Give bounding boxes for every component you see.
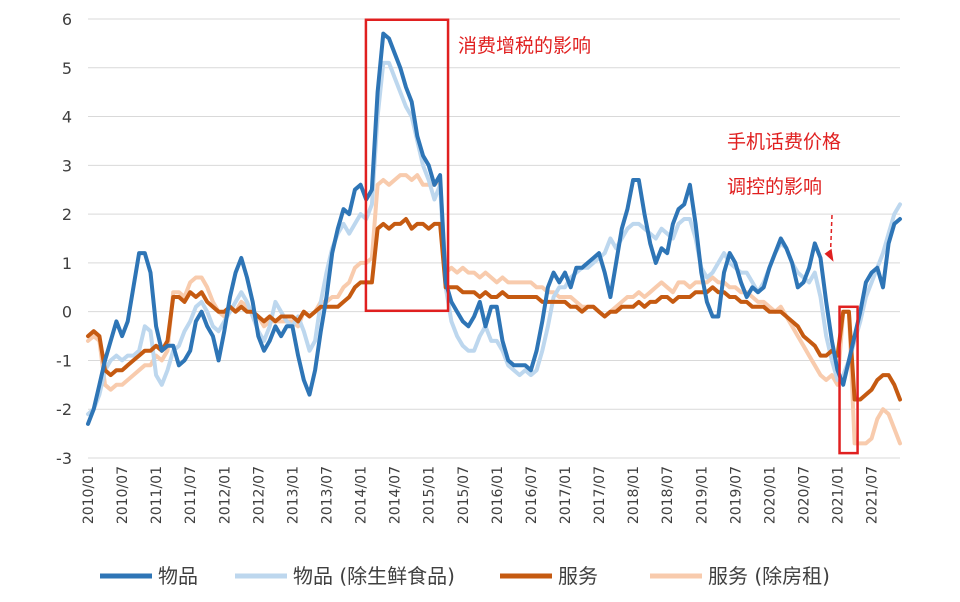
x-tick-label: 2014/07 — [388, 466, 404, 524]
x-tick-label: 2017/01 — [558, 466, 574, 524]
x-tick-label: 2011/07 — [183, 466, 199, 524]
y-tick-label: 1 — [62, 254, 72, 273]
x-tick-label: 2010/07 — [115, 466, 131, 524]
x-tick-label: 2020/01 — [762, 466, 778, 524]
legend-label: 服务 — [558, 564, 598, 588]
annotation-box-tax — [364, 18, 450, 313]
x-tick-label: 2018/01 — [626, 466, 642, 524]
x-tick-label: 2019/01 — [694, 466, 710, 524]
annotation-arrow-head — [824, 248, 834, 262]
x-tick-label: 2010/01 — [81, 466, 97, 524]
series-line-2 — [86, 217, 902, 402]
x-tick-label: 2015/07 — [456, 466, 472, 524]
annotations: 消费增税的影响 手机话费价格 调控的影响 — [364, 18, 859, 455]
x-axis-ticks: 2010/01 2010/07 2011/01 2011/07 2012/01 2012/… — [81, 466, 881, 524]
y-tick-label: 2 — [62, 205, 72, 224]
legend-label: 服务 (除房租) — [708, 564, 830, 588]
x-tick-label: 2014/01 — [354, 466, 370, 524]
x-tick-label: 2017/07 — [592, 466, 608, 524]
x-tick-label: 2013/07 — [319, 466, 335, 524]
x-tick-label: 2019/07 — [728, 466, 744, 524]
y-tick-label: 3 — [62, 156, 72, 175]
y-tick-label: -1 — [56, 351, 72, 370]
x-tick-label: 2011/01 — [149, 466, 165, 524]
annotation-label-phone-line1: 手机话费价格 — [727, 131, 841, 153]
x-tick-label: 2015/01 — [422, 466, 438, 524]
x-tick-label: 2020/07 — [796, 466, 812, 524]
legend: 物品 物品 (除生鲜食品) 服务 服务 (除房租) — [100, 564, 830, 588]
legend-label: 物品 — [158, 564, 198, 588]
series-lines — [86, 31, 902, 446]
series-line-3 — [86, 173, 902, 446]
annotation-box-phone — [838, 305, 859, 455]
y-tick-label: 0 — [62, 303, 72, 322]
y-tick-label: -2 — [56, 400, 72, 419]
y-axis-ticks: 6 5 4 3 2 1 0 -1 -2 -3 — [56, 10, 72, 468]
x-tick-label: 2016/07 — [524, 466, 540, 524]
y-tick-label: -3 — [56, 449, 72, 468]
x-tick-label: 2021/07 — [865, 466, 881, 524]
x-tick-label: 2021/01 — [831, 466, 847, 524]
series-line-0 — [86, 31, 902, 426]
x-tick-label: 2012/07 — [251, 466, 267, 524]
annotation-label-phone-line2: 调控的影响 — [727, 176, 822, 198]
annotation-label-tax: 消费增税的影响 — [458, 35, 591, 57]
legend-label: 物品 (除生鲜食品) — [293, 564, 455, 588]
annotation-arrow — [829, 214, 833, 252]
y-tick-label: 4 — [62, 108, 72, 127]
x-tick-label: 2016/01 — [490, 466, 506, 524]
x-tick-label: 2018/07 — [660, 466, 676, 524]
y-tick-label: 5 — [62, 59, 72, 78]
series-line-1 — [86, 60, 902, 417]
y-tick-label: 6 — [62, 10, 72, 29]
gridlines — [88, 18, 900, 459]
x-tick-label: 2013/01 — [285, 466, 301, 524]
x-tick-label: 2012/01 — [217, 466, 233, 524]
